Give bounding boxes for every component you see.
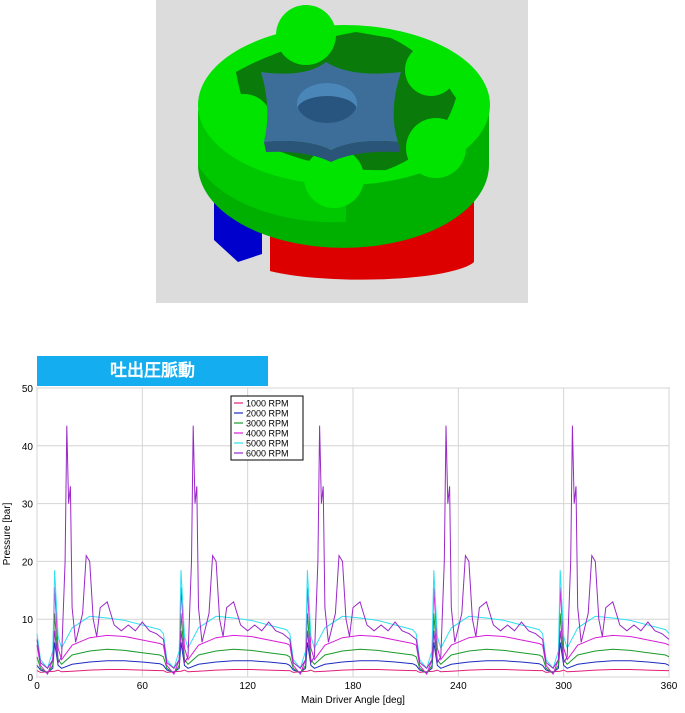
x-tick-label: 360 — [661, 681, 678, 692]
y-ticks: 0 10 20 30 40 50 — [22, 384, 34, 684]
y-tick-label: 20 — [22, 557, 34, 568]
rotor-pump-3d-image — [198, 5, 490, 280]
y-tick-label: 0 — [27, 673, 33, 684]
series-layer — [36, 425, 670, 676]
y-tick-label: 10 — [22, 615, 34, 626]
x-tick-label: 300 — [555, 681, 572, 692]
y-tick-label: 30 — [22, 500, 34, 511]
ring-gap — [262, 220, 270, 275]
y-tick-label: 50 — [22, 384, 34, 395]
legend-label: 5000 RPM — [246, 439, 289, 449]
x-ticks: 0 60 120 180 240 300 360 — [34, 681, 678, 692]
pressure-chart: 0 60 120 180 240 300 360 0 10 20 30 40 50 Main Driv… — [2, 384, 678, 706]
legend-label: 6000 RPM — [246, 449, 289, 459]
legend-label: 3000 RPM — [246, 419, 289, 429]
x-axis-label: Main Driver Angle [deg] — [301, 695, 405, 706]
x-tick-label: 60 — [137, 681, 149, 692]
y-tick-label: 40 — [22, 442, 34, 453]
series-line-5000-rpm — [36, 570, 670, 670]
legend-label: 4000 RPM — [246, 429, 289, 439]
x-tick-label: 180 — [345, 681, 362, 692]
chart-title: 吐出圧脈動 — [110, 361, 195, 381]
x-tick-label: 240 — [450, 681, 467, 692]
series-line-4000-rpm — [36, 587, 670, 676]
legend-label: 1000 RPM — [246, 399, 289, 409]
chart-title-banner: 吐出圧脈動 — [37, 356, 268, 386]
y-axis-label: Pressure [bar] — [2, 502, 13, 565]
legend-box — [230, 395, 304, 461]
series-line-6000-rpm — [36, 425, 670, 670]
rotor-pump-render — [156, 0, 528, 303]
x-tick-label: 0 — [34, 681, 40, 692]
legend-label: 2000 RPM — [246, 409, 289, 419]
x-tick-label: 120 — [239, 681, 256, 692]
